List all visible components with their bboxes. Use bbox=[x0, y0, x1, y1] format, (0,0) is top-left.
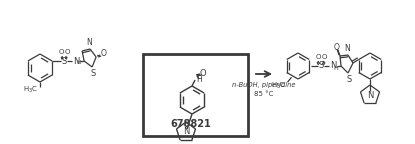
Bar bbox=[143, 54, 248, 136]
Text: O: O bbox=[200, 69, 206, 77]
Text: N: N bbox=[183, 127, 189, 137]
Text: H: H bbox=[77, 60, 81, 66]
Text: S: S bbox=[318, 61, 324, 71]
Text: N: N bbox=[367, 90, 373, 100]
Text: N: N bbox=[330, 61, 336, 71]
Text: N: N bbox=[73, 56, 79, 66]
Text: n-BuOH, piperidine: n-BuOH, piperidine bbox=[232, 82, 296, 88]
Text: H: H bbox=[334, 66, 338, 71]
Text: N: N bbox=[86, 38, 92, 47]
Text: H$_3$C: H$_3$C bbox=[271, 81, 286, 91]
Text: O: O bbox=[334, 42, 340, 52]
Text: O: O bbox=[315, 54, 321, 60]
Text: O: O bbox=[59, 49, 64, 55]
Text: S: S bbox=[61, 56, 67, 66]
Text: S: S bbox=[347, 75, 352, 85]
Text: H$_3$C: H$_3$C bbox=[23, 85, 38, 95]
Text: 85 °C: 85 °C bbox=[254, 91, 273, 97]
Text: O: O bbox=[100, 49, 106, 57]
Text: H: H bbox=[196, 75, 202, 85]
Text: O: O bbox=[64, 49, 70, 55]
Text: O: O bbox=[321, 54, 327, 60]
Text: 678821: 678821 bbox=[170, 119, 211, 129]
Text: S: S bbox=[90, 70, 96, 78]
Text: N: N bbox=[344, 44, 350, 53]
